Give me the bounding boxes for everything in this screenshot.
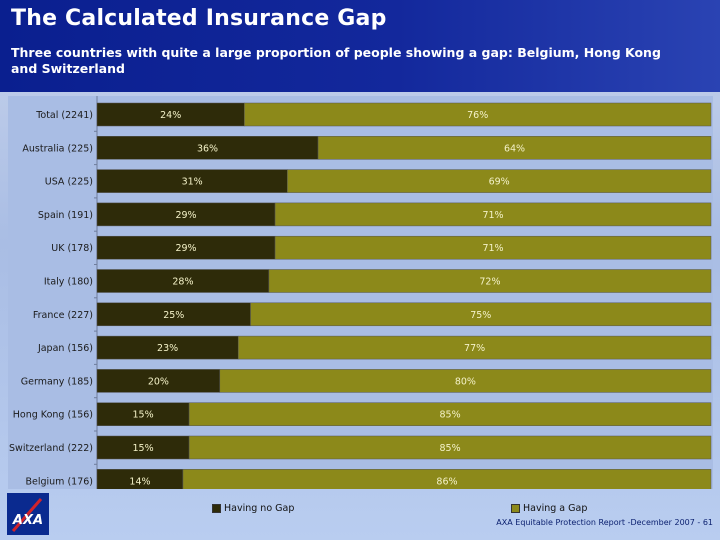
gap-value-label: 75% [470, 310, 491, 321]
gap-bar [250, 302, 712, 327]
gap-value-label: 85% [439, 443, 460, 454]
gap-bar [287, 169, 712, 193]
legend-no-gap-label: Having no Gap [224, 503, 295, 514]
gap-value-label: 69% [489, 177, 510, 188]
category-label: Belgium (176) [25, 476, 93, 487]
category-label: Hong Kong (156) [13, 410, 93, 421]
category-label: Switzerland (222) [9, 443, 93, 454]
gap-value-label: 80% [455, 376, 476, 387]
category-label: Germany (185) [21, 376, 93, 387]
gap-value-label: 64% [504, 143, 525, 154]
no-gap-value-label: 15% [132, 443, 153, 454]
gap-bar [188, 402, 712, 426]
gap-bar [188, 435, 712, 460]
no-gap-value-label: 15% [132, 410, 153, 421]
category-label: Australia (225) [22, 143, 93, 154]
no-gap-value-label: 29% [175, 243, 196, 254]
no-gap-value-label: 23% [157, 343, 178, 354]
footer-source: AXA Equitable Protection Report -Decembe… [496, 518, 713, 527]
category-label: France (227) [33, 310, 93, 321]
page-subtitle: Three countries with quite a large propo… [11, 45, 661, 76]
legend-gap-swatch [511, 504, 520, 513]
gap-value-label: 71% [482, 243, 503, 254]
gap-bar [182, 469, 712, 489]
no-gap-value-label: 25% [163, 310, 184, 321]
chart-panel: Total (2241) 24% 76% Australia (225) 36% 64% U… [8, 96, 713, 489]
gap-value-label: 76% [467, 110, 488, 121]
legend-no-gap: Having no Gap [212, 503, 294, 514]
stacked-bar-chart: Total (2241) 24% 76% Australia (225) 36% 64% U… [9, 96, 712, 489]
category-label: UK (178) [51, 243, 93, 254]
gap-bar [317, 136, 712, 160]
page-title: The Calculated Insurance Gap [11, 6, 387, 31]
logo-text: AXA [12, 513, 43, 528]
gap-bar [219, 369, 712, 393]
category-label: Japan (156) [37, 343, 93, 354]
axa-logo-mark: AXA [7, 493, 49, 535]
no-gap-value-label: 14% [129, 476, 150, 487]
category-label: Italy (180) [44, 277, 93, 288]
no-gap-value-label: 28% [172, 277, 193, 288]
gap-bar [237, 335, 712, 360]
gap-value-label: 72% [479, 277, 500, 288]
no-gap-value-label: 31% [182, 177, 203, 188]
axa-logo: AXA [7, 493, 49, 535]
no-gap-value-label: 36% [197, 143, 218, 154]
gap-value-label: 86% [436, 476, 457, 487]
header-banner: The Calculated Insurance Gap Three count… [0, 0, 720, 92]
gap-value-label: 85% [439, 410, 460, 421]
legend-no-gap-swatch [212, 504, 221, 513]
legend-gap: Having a Gap [511, 503, 587, 514]
gap-bar [244, 102, 712, 127]
gap-value-label: 77% [464, 343, 485, 354]
no-gap-value-label: 20% [148, 376, 169, 387]
no-gap-value-label: 29% [175, 210, 196, 221]
category-label: Total (2241) [35, 110, 93, 121]
category-label: Spain (191) [38, 210, 93, 221]
gap-bar [274, 202, 712, 227]
gap-bar [274, 235, 712, 260]
gap-value-label: 71% [482, 210, 503, 221]
gap-bar [268, 269, 712, 293]
category-label: USA (225) [45, 177, 93, 188]
legend-gap-label: Having a Gap [523, 503, 588, 514]
no-gap-value-label: 24% [160, 110, 181, 121]
